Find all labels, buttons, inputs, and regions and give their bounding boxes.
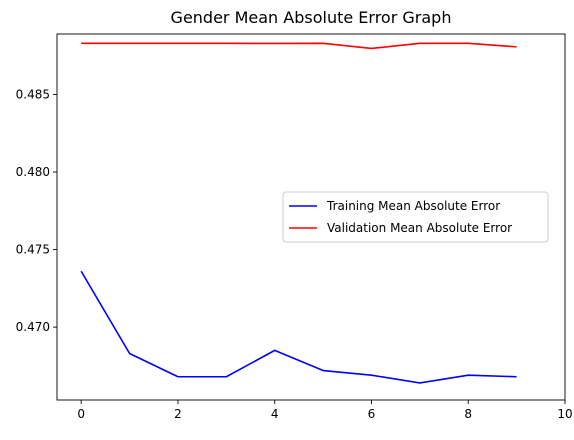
x-tick-label: 8 [464, 407, 472, 421]
plot-area [80, 42, 517, 384]
legend: Training Mean Absolute Error Validation M… [282, 191, 549, 243]
y-tick-label: 0.475 [16, 243, 50, 257]
x-tick-label: 4 [271, 407, 279, 421]
y-tick-label: 0.480 [16, 165, 50, 179]
x-tick-label: 10 [557, 407, 572, 421]
plot-frame [56, 33, 566, 401]
legend-box [282, 191, 549, 243]
y-tick-label: 0.470 [16, 320, 50, 334]
axes: 0 2 4 6 8 10 0.470 0.475 0.480 0.485 [16, 33, 573, 421]
y-tick-label: 0.485 [16, 87, 50, 101]
chart-title: Gender Mean Absolute Error Graph [171, 8, 452, 27]
x-tick-label: 2 [174, 407, 182, 421]
x-tick-label: 6 [368, 407, 376, 421]
legend-label: Validation Mean Absolute Error [327, 221, 512, 235]
x-tick-label: 0 [77, 407, 85, 421]
legend-label: Training Mean Absolute Error [326, 199, 500, 213]
series-line-training [80, 270, 517, 384]
series-line-validation [81, 42, 517, 50]
